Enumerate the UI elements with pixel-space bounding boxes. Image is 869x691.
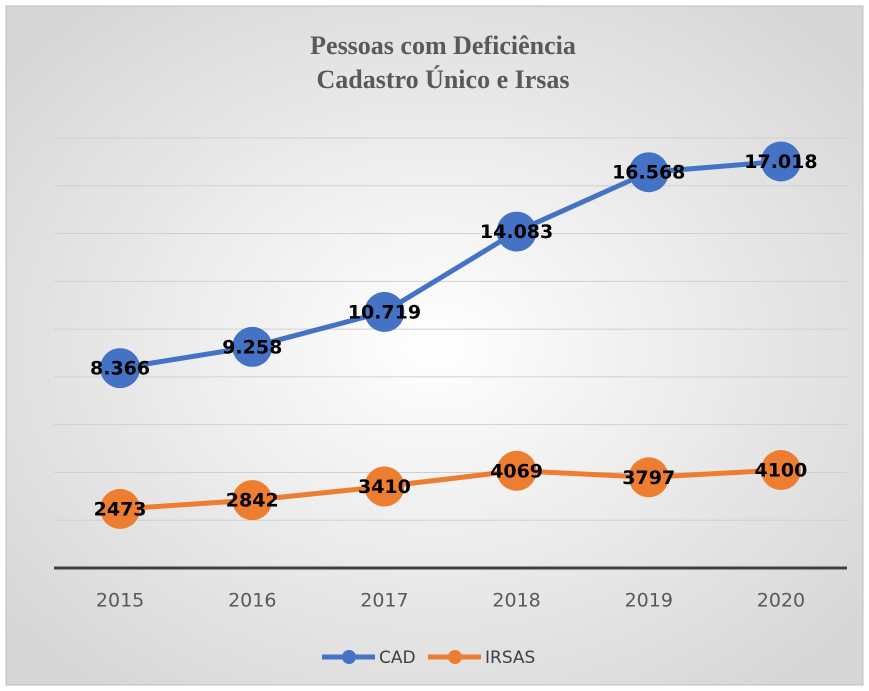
legend-label: IRSAS xyxy=(485,648,535,668)
data-label: 16.568 xyxy=(612,162,685,184)
legend-label: CAD xyxy=(379,648,416,668)
marker xyxy=(100,348,141,389)
data-label: 9.258 xyxy=(222,336,282,358)
marker xyxy=(760,450,801,491)
marker xyxy=(496,450,537,491)
chart-title: Pessoas com Deficiência xyxy=(310,31,576,60)
series-line xyxy=(119,158,782,371)
marker xyxy=(760,141,801,182)
marker xyxy=(232,480,273,521)
data-label: 17.018 xyxy=(744,151,817,173)
x-tick-label: 2017 xyxy=(360,590,408,612)
marker xyxy=(364,466,405,507)
series-line xyxy=(119,467,782,512)
chart-background xyxy=(5,5,864,686)
marker xyxy=(364,291,405,332)
data-label: 14.083 xyxy=(480,221,553,243)
marker xyxy=(100,488,141,529)
x-tick-label: 2020 xyxy=(757,590,805,612)
x-tick-label: 2015 xyxy=(96,590,144,612)
data-label: 3797 xyxy=(622,467,675,489)
x-tick-label: 2018 xyxy=(492,590,540,612)
data-label: 3410 xyxy=(358,476,411,498)
x-tick-label: 2019 xyxy=(625,590,673,612)
data-label: 4100 xyxy=(754,460,807,482)
marker xyxy=(628,152,669,193)
legend-marker xyxy=(342,650,356,664)
legend-marker xyxy=(448,650,462,664)
marker xyxy=(496,211,537,252)
marker xyxy=(628,457,669,498)
chart-subtitle: Cadastro Único e Irsas xyxy=(316,65,569,94)
marker xyxy=(232,326,273,367)
data-label: 8.366 xyxy=(90,358,150,380)
data-label: 10.719 xyxy=(348,301,421,323)
data-label: 2473 xyxy=(94,498,147,520)
data-label: 4069 xyxy=(490,460,543,482)
data-label: 2842 xyxy=(226,490,279,512)
x-tick-label: 2016 xyxy=(228,590,276,612)
